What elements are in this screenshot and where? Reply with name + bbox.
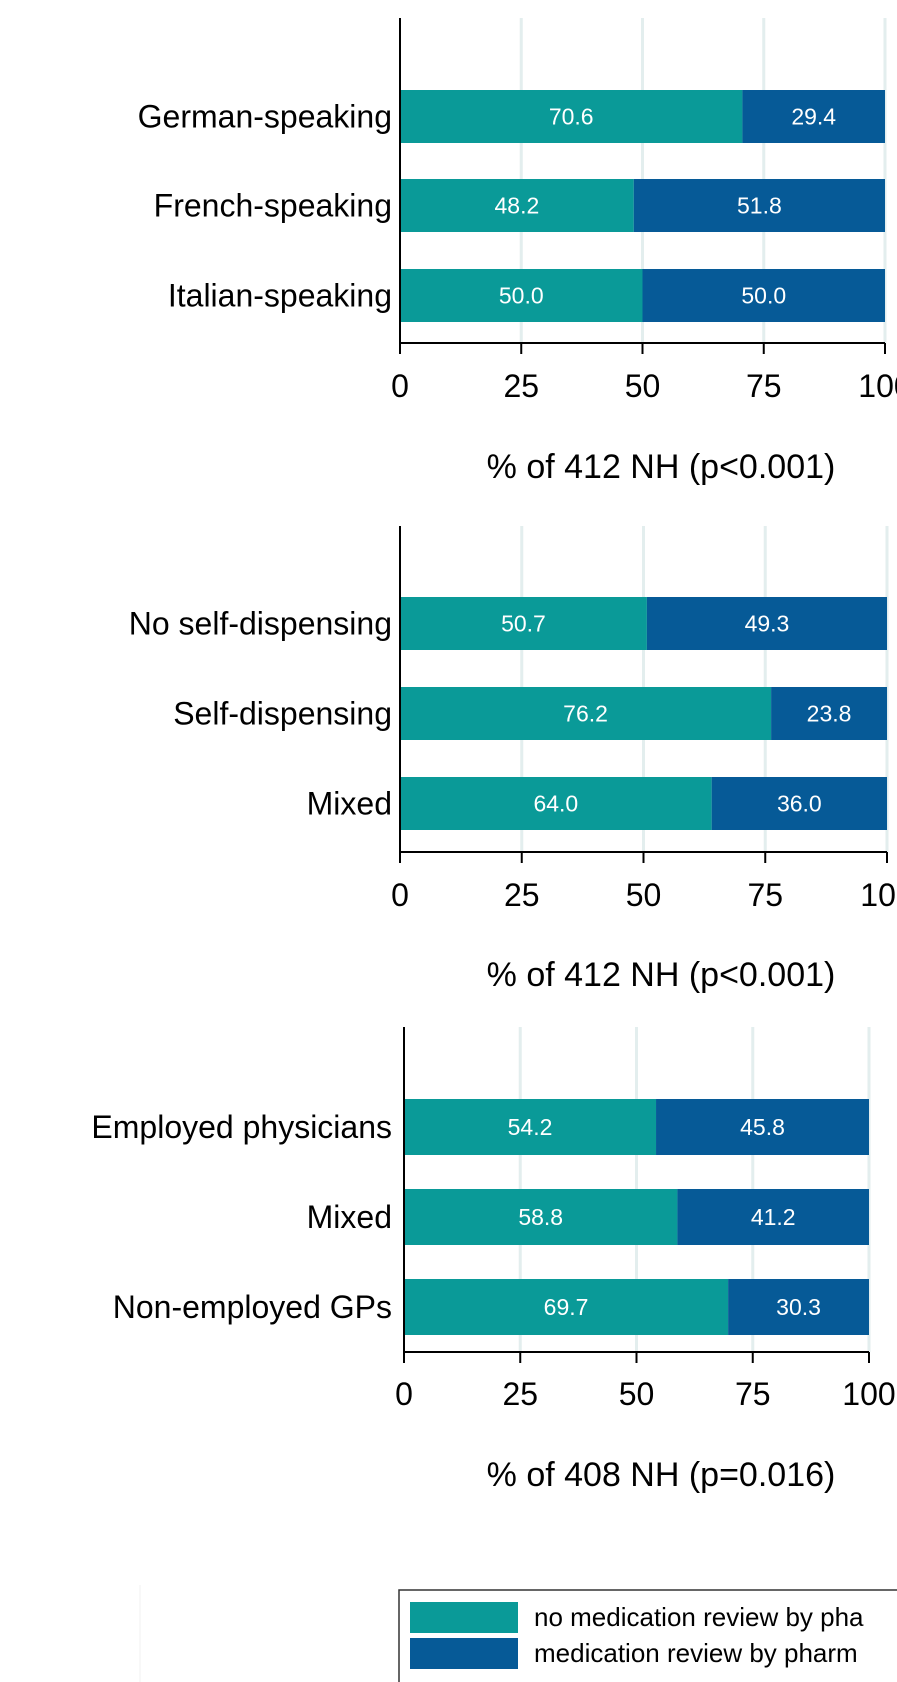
category-label: Mixed bbox=[307, 786, 392, 822]
category-label: Employed physicians bbox=[91, 1109, 392, 1145]
x-tick-label: 0 bbox=[391, 368, 409, 404]
bar-no-review bbox=[400, 179, 634, 232]
chart-panel-3: 54.2 45.8 Employed physicians 58.8 41.2 Mixed… bbox=[91, 1027, 896, 1494]
x-tick-label: 75 bbox=[735, 1376, 771, 1412]
bar-value-label: 50.0 bbox=[741, 283, 786, 309]
legend-item-label: no medication review by pha bbox=[534, 1602, 864, 1632]
bar-review bbox=[642, 269, 885, 322]
bar-value-label: 64.0 bbox=[533, 791, 578, 817]
bar-value-label: 50.0 bbox=[499, 283, 544, 309]
x-tick-label: 0 bbox=[395, 1376, 413, 1412]
bar-review bbox=[771, 687, 887, 740]
bar-value-label: 29.4 bbox=[791, 104, 836, 130]
x-tick-label: 0 bbox=[391, 877, 409, 913]
bar-no-review bbox=[404, 1189, 678, 1245]
bar-review bbox=[677, 1189, 869, 1245]
x-tick-label: 25 bbox=[502, 1376, 538, 1412]
x-tick-label: 25 bbox=[504, 877, 540, 913]
bar-value-label: 48.2 bbox=[495, 193, 540, 219]
bar-no-review bbox=[404, 1099, 657, 1155]
bar-review bbox=[646, 597, 887, 650]
x-axis-title: % of 412 NH (p<0.001) bbox=[487, 448, 836, 486]
bar-value-label: 23.8 bbox=[807, 701, 852, 727]
x-tick-label: 25 bbox=[503, 368, 539, 404]
category-label: French-speaking bbox=[154, 188, 392, 224]
bar-no-review bbox=[400, 597, 647, 650]
bar-value-label: 36.0 bbox=[777, 791, 822, 817]
bar-value-label: 54.2 bbox=[508, 1114, 553, 1140]
category-label: Non-employed GPs bbox=[113, 1289, 392, 1325]
legend: no medication review by pha medication re… bbox=[398, 1589, 897, 1682]
chart-panel-1: 70.6 29.4 German-speaking 48.2 51.8 French-sp… bbox=[138, 18, 897, 486]
x-tick-label: 50 bbox=[619, 1376, 655, 1412]
bar-review bbox=[633, 179, 885, 232]
category-label: Mixed bbox=[307, 1199, 392, 1235]
legend-item-label: medication review by pharm bbox=[534, 1638, 858, 1668]
bar-value-label: 45.8 bbox=[740, 1114, 785, 1140]
bar-review bbox=[742, 90, 885, 143]
bar-value-label: 76.2 bbox=[563, 701, 608, 727]
bar-no-review bbox=[400, 687, 772, 740]
category-label: Italian-speaking bbox=[168, 278, 392, 314]
bar-no-review bbox=[400, 777, 712, 830]
bar-review bbox=[728, 1279, 869, 1335]
chart-panel-2: 50.7 49.3 No self-dispensing 76.2 23.8 Self-d… bbox=[129, 526, 897, 994]
bar-value-label: 58.8 bbox=[518, 1204, 563, 1230]
legend-swatch-no-review bbox=[410, 1602, 518, 1633]
bar-value-label: 50.7 bbox=[501, 611, 546, 637]
x-tick-label: 50 bbox=[626, 877, 662, 913]
bar-value-label: 49.3 bbox=[745, 611, 790, 637]
bar-value-label: 70.6 bbox=[549, 104, 594, 130]
bar-no-review bbox=[404, 1279, 729, 1335]
bar-value-label: 30.3 bbox=[776, 1294, 821, 1320]
x-axis-title: % of 408 NH (p=0.016) bbox=[487, 1456, 836, 1494]
bar-review bbox=[711, 777, 887, 830]
x-tick-label: 50 bbox=[625, 368, 661, 404]
category-label: No self-dispensing bbox=[129, 606, 392, 642]
x-tick-label: 100 bbox=[860, 877, 897, 913]
bar-review bbox=[656, 1099, 869, 1155]
x-tick-label: 75 bbox=[747, 877, 783, 913]
bar-no-review bbox=[400, 90, 743, 143]
x-tick-label: 75 bbox=[746, 368, 782, 404]
bar-value-label: 41.2 bbox=[751, 1204, 796, 1230]
legend-swatch-review bbox=[410, 1638, 518, 1669]
x-tick-label: 100 bbox=[858, 368, 897, 404]
bar-value-label: 69.7 bbox=[544, 1294, 589, 1320]
bar-value-label: 51.8 bbox=[737, 193, 782, 219]
x-tick-label: 100 bbox=[842, 1376, 895, 1412]
x-axis-title: % of 412 NH (p<0.001) bbox=[487, 956, 836, 994]
bar-no-review bbox=[400, 269, 643, 322]
category-label: Self-dispensing bbox=[173, 696, 392, 732]
category-label: German-speaking bbox=[138, 99, 392, 135]
